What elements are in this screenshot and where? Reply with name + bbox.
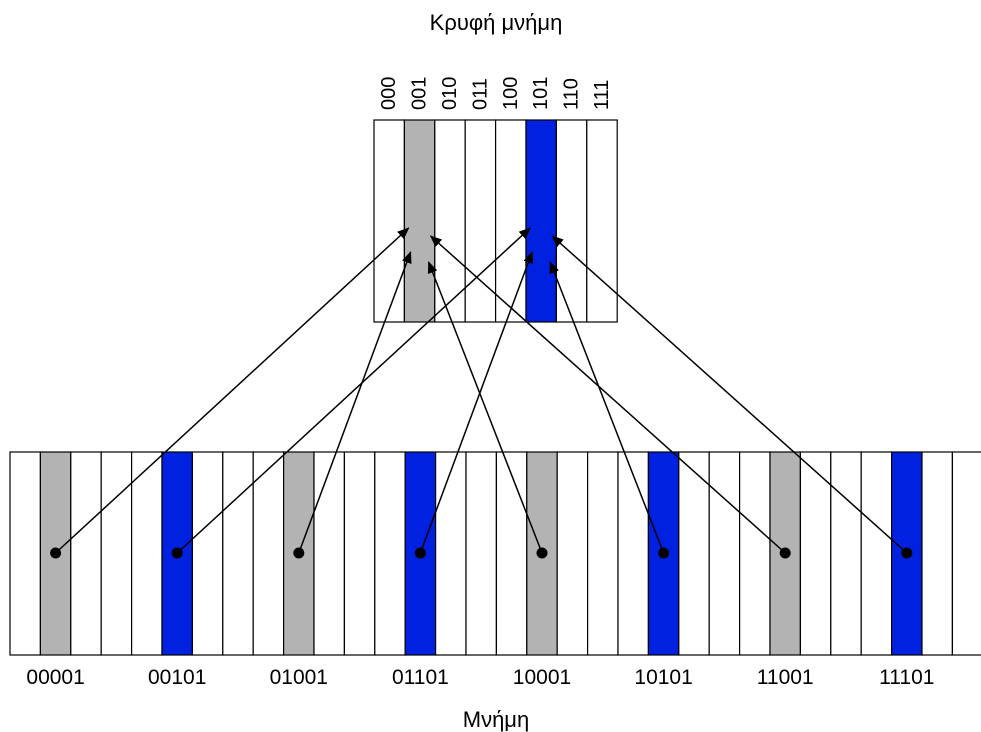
- memory-block-dot: [50, 547, 62, 559]
- memory-block: [435, 451, 467, 656]
- memory-block: [222, 451, 254, 656]
- mapping-arrow: [419, 251, 534, 554]
- memory-block: [799, 451, 832, 656]
- memory-address-labels: 00001 00101 01001 01101 10001 10101 11001 11101: [26, 666, 934, 689]
- mapping-arrow: [427, 261, 543, 554]
- cache-slot-label: 111: [591, 80, 613, 110]
- cache-slot-111: [586, 119, 618, 323]
- memory-block: [617, 451, 649, 656]
- memory-address-label: 10001: [513, 666, 571, 689]
- cache-slot-000: [373, 119, 405, 323]
- memory-block: [951, 451, 981, 656]
- cache-slot-labels: 000 001 010 011 100 101 110 111: [378, 77, 613, 110]
- memory-block: [161, 451, 193, 656]
- cache-slot-010: [434, 119, 466, 323]
- memory-block: [738, 451, 771, 656]
- memory-block: [586, 451, 619, 656]
- memory-block: [313, 451, 345, 656]
- memory-block: [131, 451, 163, 656]
- memory-block-dot: [414, 547, 426, 559]
- cache-slot-011: [464, 119, 497, 323]
- memory-address-label: 01001: [270, 666, 328, 689]
- cache-slot-label: 011: [469, 78, 491, 110]
- memory-block-dot: [293, 547, 305, 559]
- memory-block: [830, 451, 862, 656]
- memory-block: [100, 451, 133, 656]
- memory-block: [495, 451, 528, 656]
- memory-address-label: 11001: [757, 666, 814, 689]
- memory-block: [860, 451, 893, 656]
- cache-title: Κρυφή μνήμη: [430, 10, 563, 35]
- mapping-arrow: [551, 235, 908, 554]
- memory-block: [465, 451, 497, 656]
- memory-address-label: 00001: [26, 666, 84, 689]
- mapping-arrow: [429, 235, 786, 554]
- memory-address-label: 00101: [148, 666, 206, 689]
- memory-block-dot: [171, 547, 183, 559]
- memory-address-label: 01101: [392, 666, 449, 689]
- memory-block: [921, 451, 953, 656]
- mapping-arrow: [176, 227, 531, 554]
- memory-address-label: 11101: [879, 666, 934, 689]
- cache-slot-label: 101: [530, 77, 552, 110]
- cache-slot-label: 010: [439, 77, 461, 110]
- cache-slot-label: 001: [409, 77, 431, 110]
- memory: [9, 451, 981, 656]
- memory-block: [343, 451, 376, 656]
- cache: [373, 119, 618, 323]
- memory-block-dot: [658, 547, 670, 559]
- memory-block: [70, 451, 102, 656]
- cache-slot-110: [555, 119, 588, 323]
- memory-block-dot: [536, 547, 548, 559]
- cache-slot-label: 100: [500, 77, 522, 110]
- memory-block: [708, 451, 741, 656]
- mapping-arrow: [298, 251, 412, 554]
- mapping-arrow: [549, 261, 665, 554]
- memory-title: Μνήμη: [463, 707, 529, 732]
- cache-slot-101: [525, 119, 557, 323]
- cache-slot-label: 000: [378, 77, 400, 110]
- cache-slot-001: [403, 119, 436, 323]
- mapping-arrows: [50, 227, 913, 559]
- cache-slot-label: 110: [561, 78, 583, 110]
- memory-address-label: 10101: [634, 666, 692, 689]
- memory-block: [9, 451, 41, 656]
- memory-block: [191, 451, 224, 656]
- memory-block-dot: [901, 547, 913, 559]
- memory-block: [252, 451, 285, 656]
- memory-block: [556, 451, 589, 656]
- memory-block: [374, 451, 406, 656]
- mapping-arrow: [55, 227, 410, 554]
- memory-block-dot: [779, 547, 791, 559]
- cache-slot-100: [495, 119, 527, 323]
- memory-block: [678, 451, 710, 656]
